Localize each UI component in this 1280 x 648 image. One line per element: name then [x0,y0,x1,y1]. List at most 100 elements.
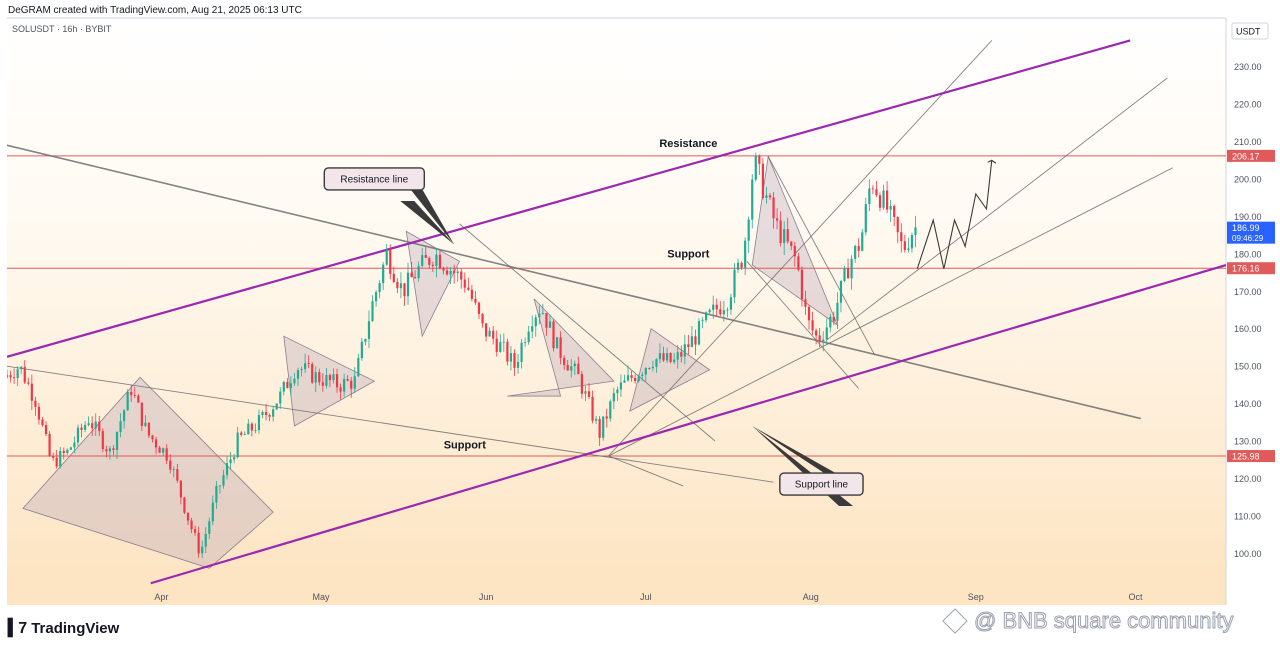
y-tick-label: 110.00 [1234,511,1261,521]
plot-background [7,18,1226,587]
candle-body [463,279,466,288]
candle-body [137,395,140,403]
trend-line [826,77,1168,341]
triangle-pattern [283,335,376,427]
candle-body [154,439,158,448]
candle-body [804,299,807,307]
candle-body [343,378,346,392]
x-tick-label: Oct [1128,592,1143,602]
triangle-pattern [405,230,460,338]
candle-body [673,359,676,363]
candle-body [559,337,562,358]
candle-body [609,401,612,419]
candle-body [183,497,186,513]
candle-body [186,512,190,521]
candle-body [761,163,764,198]
candle-body [321,382,324,386]
candle-body [594,418,598,421]
candle-body [580,374,583,394]
candle-body [779,220,782,244]
candle-body [765,195,768,198]
candle-body [431,264,434,266]
candle-body [151,435,154,440]
candle-body [296,370,300,379]
candle-body [378,283,381,293]
candle-body [130,391,133,396]
candle-body [30,383,33,401]
candle-body [602,416,605,438]
candle-body [307,363,310,365]
watermark: @ BNB square community [942,608,1234,634]
candle-body [83,425,87,430]
channel-line [150,264,1226,585]
callout-label-resistance-line: Resistance line [340,174,408,185]
candle-body [424,255,427,258]
candle-body [822,339,825,342]
candle-body [318,372,321,383]
candle-body [59,450,62,467]
candle-body [204,533,207,547]
chart-header: DeGRAM created with TradingView.com, Aug… [8,5,302,16]
candle-body [27,382,30,384]
candle-body [328,374,332,381]
candle-body [293,378,296,384]
tradingview-logo-icon: ▍7 [8,620,27,637]
candle-body [286,381,289,389]
y-tick-label: 130.00 [1234,437,1262,447]
level-label-support-low: Support [444,439,486,451]
trend-line [746,261,860,389]
candle-body [605,416,608,419]
candle-body [190,520,193,530]
candle-body [641,374,644,377]
y-tick-label: 140.00 [1234,399,1262,409]
candle-body [726,309,729,311]
y-tick-label: 120.00 [1234,474,1262,484]
candle-body [815,330,818,336]
candle-body [665,353,669,361]
candle-body [243,434,246,436]
candle-body [566,365,569,371]
candle-body [555,337,559,349]
trend-line [608,167,1173,457]
candle-body [193,529,197,533]
candle-body [772,197,775,219]
x-tick-label: Aug [803,592,819,602]
candle-body [861,232,864,251]
candle-body [69,447,72,450]
candle-body [335,374,339,388]
candle-body [502,341,505,343]
candle-body [733,269,736,298]
candle-body [524,342,527,343]
candle-body [509,353,513,362]
candle-body [289,383,293,389]
candle-body [477,302,481,314]
candle-body [247,423,250,435]
candle-body [715,304,718,310]
candle-body [910,235,914,249]
candle-body [261,412,264,416]
candle-body [98,421,101,432]
candle-body [850,258,853,279]
candle-body [410,272,413,278]
candle-body [147,422,151,436]
candle-body [403,283,406,297]
candle-body [140,402,143,426]
y-tick-label: 100.00 [1234,549,1262,559]
candle-body [55,457,58,467]
candle-body [736,262,740,270]
candle-body [705,312,708,321]
candle-body [846,268,850,279]
brand-name: TradingView [31,619,120,637]
candle-body [612,393,615,402]
candle-body [20,366,23,370]
candle-body [871,188,874,190]
candle-body [495,338,498,352]
tradingview-logo[interactable]: ▍7 TradingView [8,618,119,638]
candle-body [786,229,789,242]
candle-body [516,361,520,368]
price-label: 186.99 [1232,223,1260,233]
candle-body [73,442,76,448]
candle-body [658,353,662,360]
candle-body [811,320,814,331]
